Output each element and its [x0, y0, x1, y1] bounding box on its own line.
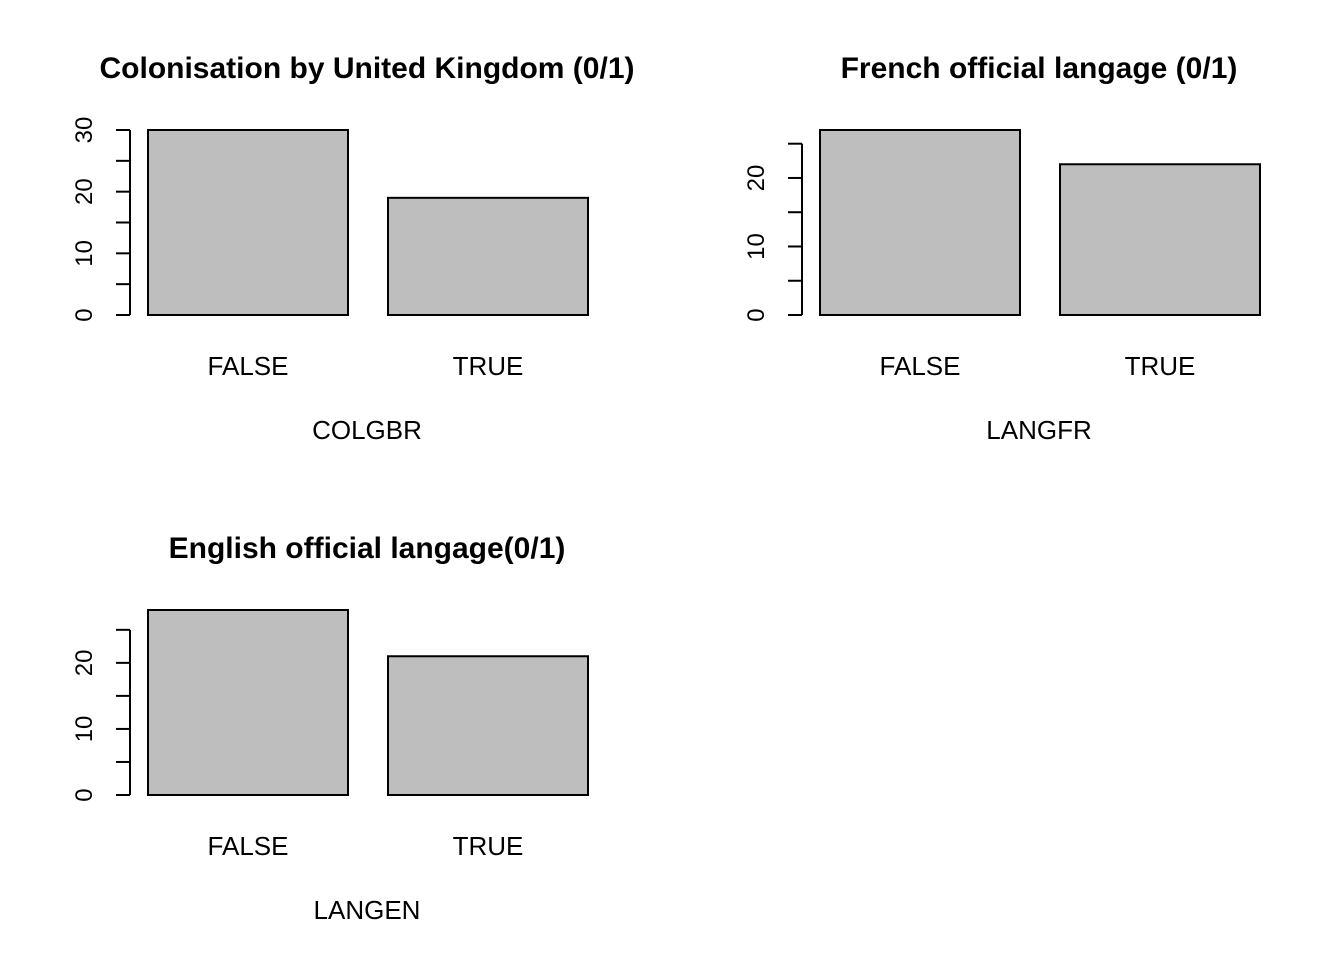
x-axis-label: LANGFR [986, 415, 1091, 445]
bar-false [147, 609, 349, 796]
category-label: TRUE [453, 831, 524, 861]
y-tick-label: 10 [71, 240, 98, 267]
chart-title: Colonisation by United Kingdom (0/1) [100, 52, 635, 85]
y-tick-label: 30 [71, 117, 98, 144]
chart-panel-3: English official langage(0/1) FALSE TRUE 0 1… [71, 532, 589, 925]
chart-panel-2: French official langage (0/1) FALSE TRUE 0 1… [743, 52, 1261, 445]
x-axis-label: COLGBR [312, 415, 422, 445]
y-tick-label: 0 [71, 788, 98, 801]
bar-true [1059, 163, 1261, 316]
bar-false [147, 129, 349, 316]
category-label: FALSE [208, 831, 289, 861]
chart-title: English official langage(0/1) [169, 532, 566, 565]
chart-title: French official langage (0/1) [841, 52, 1238, 85]
category-label: FALSE [208, 351, 289, 381]
y-tick-label: 10 [71, 716, 98, 743]
y-tick-label: 0 [71, 308, 98, 321]
bar-false [819, 129, 1021, 316]
y-tick-label: 0 [743, 308, 770, 321]
y-tick-label: 10 [743, 233, 770, 260]
bar-true [387, 196, 589, 316]
category-label: TRUE [1125, 351, 1196, 381]
chart-panel-1: Colonisation by United Kingdom (0/1) FALS… [71, 52, 635, 445]
bar-true [387, 655, 589, 796]
category-label: FALSE [880, 351, 961, 381]
y-tick-label: 20 [743, 165, 770, 192]
y-tick-label: 20 [71, 650, 98, 677]
y-tick-label: 20 [71, 178, 98, 205]
x-axis-label: LANGEN [314, 895, 421, 925]
category-label: TRUE [453, 351, 524, 381]
